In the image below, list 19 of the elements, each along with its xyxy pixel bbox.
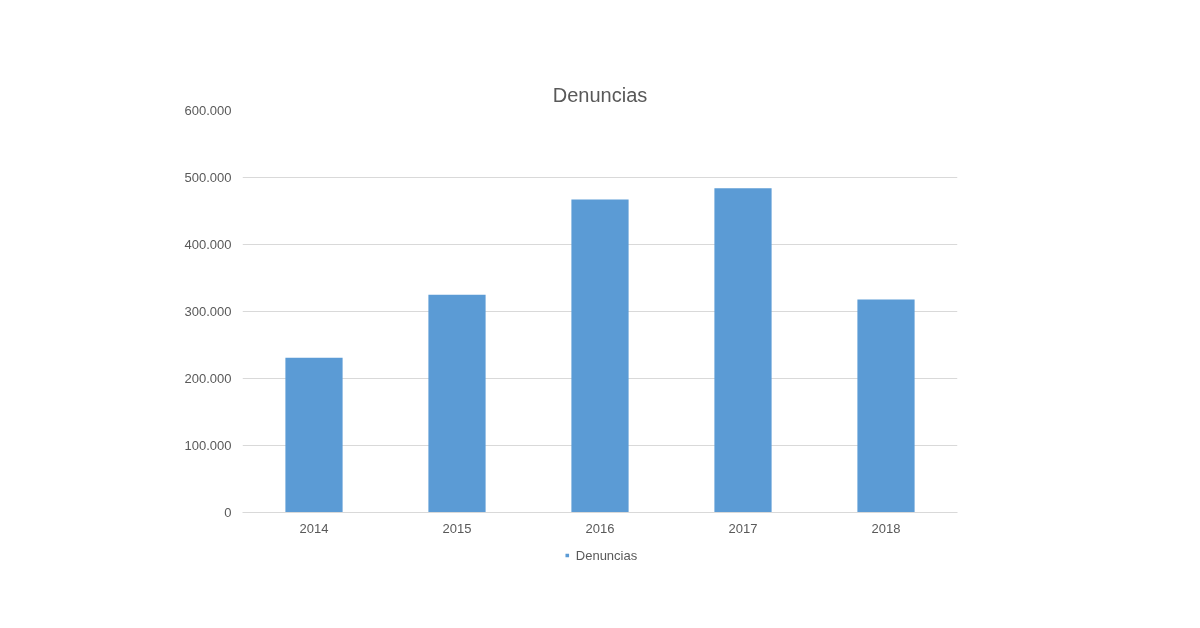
y-tick-label: 300.000 <box>184 304 232 319</box>
x-tick-label: 2018 <box>871 520 901 536</box>
y-tick-label: 200.000 <box>184 371 232 386</box>
chart-title: Denuncias <box>552 83 648 106</box>
y-tick-label: 100.000 <box>184 438 232 453</box>
bar <box>857 299 915 513</box>
y-tick-label: 500.000 <box>184 170 232 185</box>
x-tick-label: 2016 <box>585 520 615 536</box>
y-tick-label: 400.000 <box>184 237 232 252</box>
x-tick-label: 2015 <box>442 520 472 536</box>
x-tick-label: 2017 <box>728 520 758 536</box>
x-tick-label: 2014 <box>299 520 329 536</box>
bar <box>571 199 629 513</box>
bar <box>428 294 486 513</box>
bar <box>285 357 343 513</box>
legend-label: Denuncias <box>575 547 638 563</box>
bar <box>714 188 772 513</box>
y-tick-label: 600.000 <box>184 103 232 118</box>
y-tick-label: 0 <box>224 505 232 520</box>
